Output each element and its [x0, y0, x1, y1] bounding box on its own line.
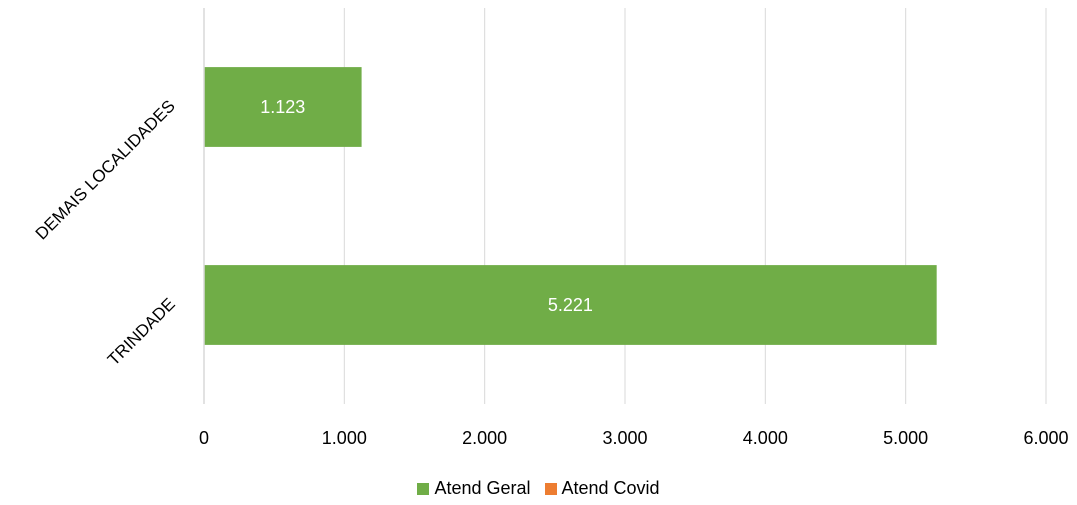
x-tick-label-6: 6.000: [1023, 428, 1068, 448]
category-labels: DEMAIS LOCALIDADES TRINDADE: [32, 96, 179, 369]
x-tick-label-1: 1.000: [322, 428, 367, 448]
x-tick-label-2: 2.000: [462, 428, 507, 448]
legend-label-atend-geral: Atend Geral: [434, 478, 531, 498]
category-label-1: TRINDADE: [104, 294, 179, 369]
bars: [204, 67, 937, 345]
data-labels: 1.123 5.221: [260, 97, 593, 315]
legend-item-atend-geral[interactable]: Atend Geral: [417, 478, 531, 499]
x-tick-label-5: 5.000: [883, 428, 928, 448]
bar-0-1[interactable]: [204, 265, 937, 345]
x-tick-label-3: 3.000: [602, 428, 647, 448]
legend-label-atend-covid: Atend Covid: [561, 478, 660, 498]
category-label-0: DEMAIS LOCALIDADES: [32, 96, 179, 243]
legend: Atend Geral Atend Covid: [0, 478, 1077, 499]
data-label-0-1: 5.221: [548, 295, 593, 315]
x-tick-labels: 0 1.000 2.000 3.000 4.000 5.000 6.000: [199, 428, 1069, 448]
data-label-0-0: 1.123: [260, 97, 305, 117]
legend-swatch-atend-covid: [544, 482, 557, 495]
x-tick-label-0: 0: [199, 428, 209, 448]
bar-0-0[interactable]: [204, 67, 362, 147]
x-tick-label-4: 4.000: [743, 428, 788, 448]
legend-item-atend-covid[interactable]: Atend Covid: [544, 478, 660, 499]
legend-swatch-atend-geral: [417, 482, 430, 495]
